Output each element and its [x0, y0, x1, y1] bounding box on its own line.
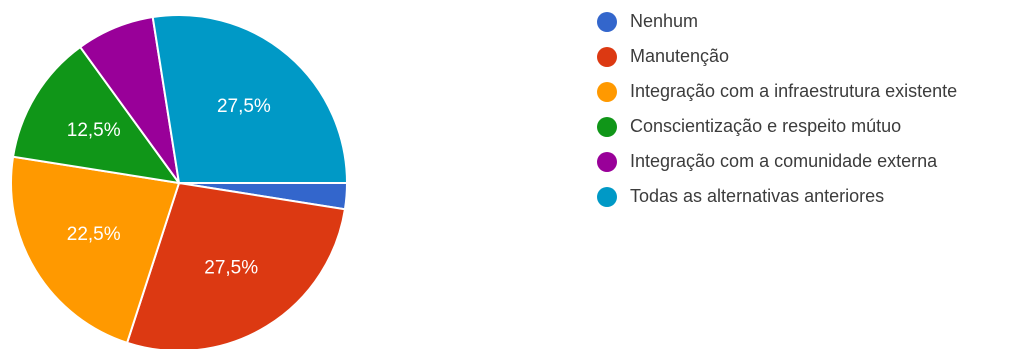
pie-slice-3 — [11, 45, 182, 185]
legend-label: Conscientização e respeito mútuo — [630, 116, 902, 136]
legend-item: Todas as alternativas anteriores — [597, 183, 1017, 210]
legend-swatch-icon — [597, 152, 617, 172]
slice-percent-label-2: 22,5% — [67, 224, 121, 245]
pie-slice-1 — [125, 181, 347, 349]
legend-label: Integração com a comunidade externa — [630, 151, 938, 171]
legend: Nenhum Manutenção Integração com a infraes… — [597, 8, 1017, 218]
legend-item: Conscientização e respeito mútuo — [597, 113, 1017, 140]
legend-item: Integração com a comunidade externa — [597, 148, 1017, 175]
legend-label: Manutenção — [630, 46, 730, 66]
legend-swatch-icon — [597, 187, 617, 207]
legend-item: Manutenção — [597, 43, 1017, 70]
legend-swatch-icon — [597, 82, 617, 102]
legend-item: Nenhum — [597, 8, 1017, 35]
legend-item: Integração com a infraestrutura existent… — [597, 78, 1017, 105]
legend-label: Integração com a infraestrutura existent… — [630, 81, 958, 101]
pie-slice-5 — [151, 14, 349, 184]
legend-swatch-icon — [597, 47, 617, 67]
pie-chart: 27,5% 22,5% 12,5% 27,5% — [10, 14, 349, 349]
legend-label: Todas as alternativas anteriores — [630, 186, 885, 206]
slice-percent-label-1: 27,5% — [204, 257, 258, 278]
legend-label: Nenhum — [630, 11, 699, 31]
pie-slices — [10, 14, 349, 349]
slice-percent-label-3: 12,5% — [67, 120, 121, 141]
legend-swatch-icon — [597, 12, 617, 32]
slice-percent-label-5: 27,5% — [217, 96, 271, 117]
pie-labels: 27,5% 22,5% 12,5% 27,5% — [67, 96, 271, 278]
pie-slice-2 — [10, 155, 181, 345]
legend-swatch-icon — [597, 117, 617, 137]
